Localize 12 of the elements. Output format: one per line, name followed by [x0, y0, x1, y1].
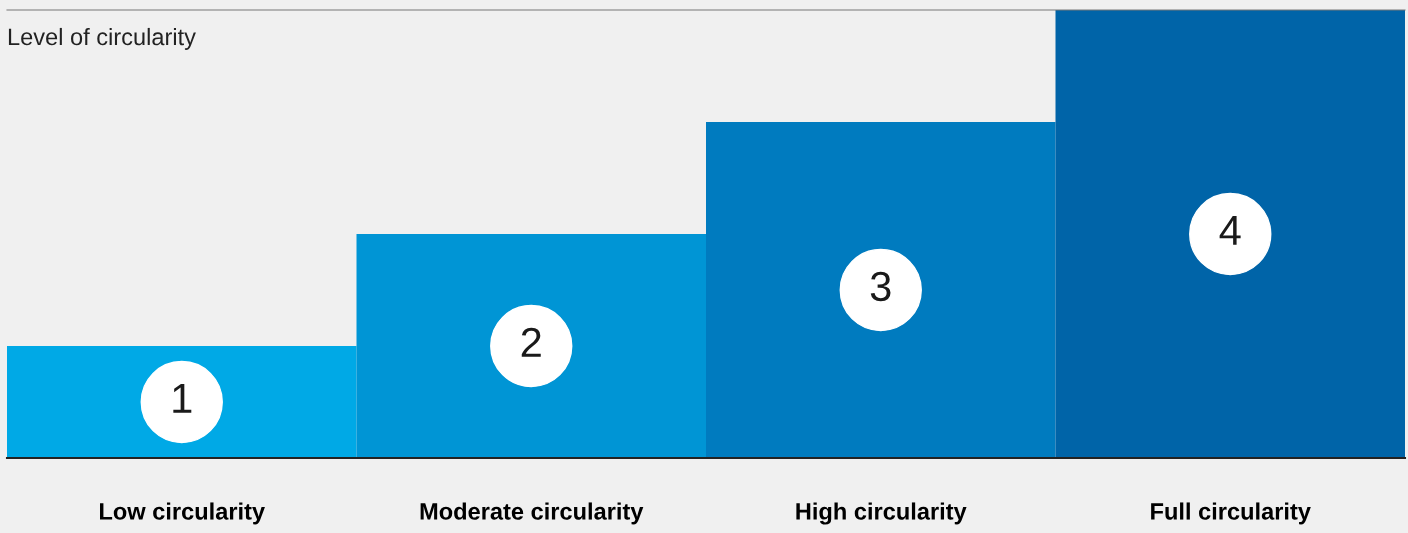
- bar: [356, 234, 706, 458]
- x-tick-label: Low circularity: [100, 502, 265, 525]
- x-tick-label: Full circularity: [1151, 502, 1311, 525]
- bar: [706, 122, 1056, 458]
- annotation: 3: [870, 271, 891, 302]
- annotation: 1: [173, 384, 192, 413]
- bar: [1055, 10, 1405, 458]
- x-tick-label: Moderate circularity: [420, 502, 644, 525]
- x-tick-label: High circularity: [796, 502, 967, 525]
- annotation: 2: [521, 327, 541, 357]
- annotation: 4: [1219, 216, 1241, 245]
- y-axis-title: Level of circularity: [8, 27, 196, 50]
